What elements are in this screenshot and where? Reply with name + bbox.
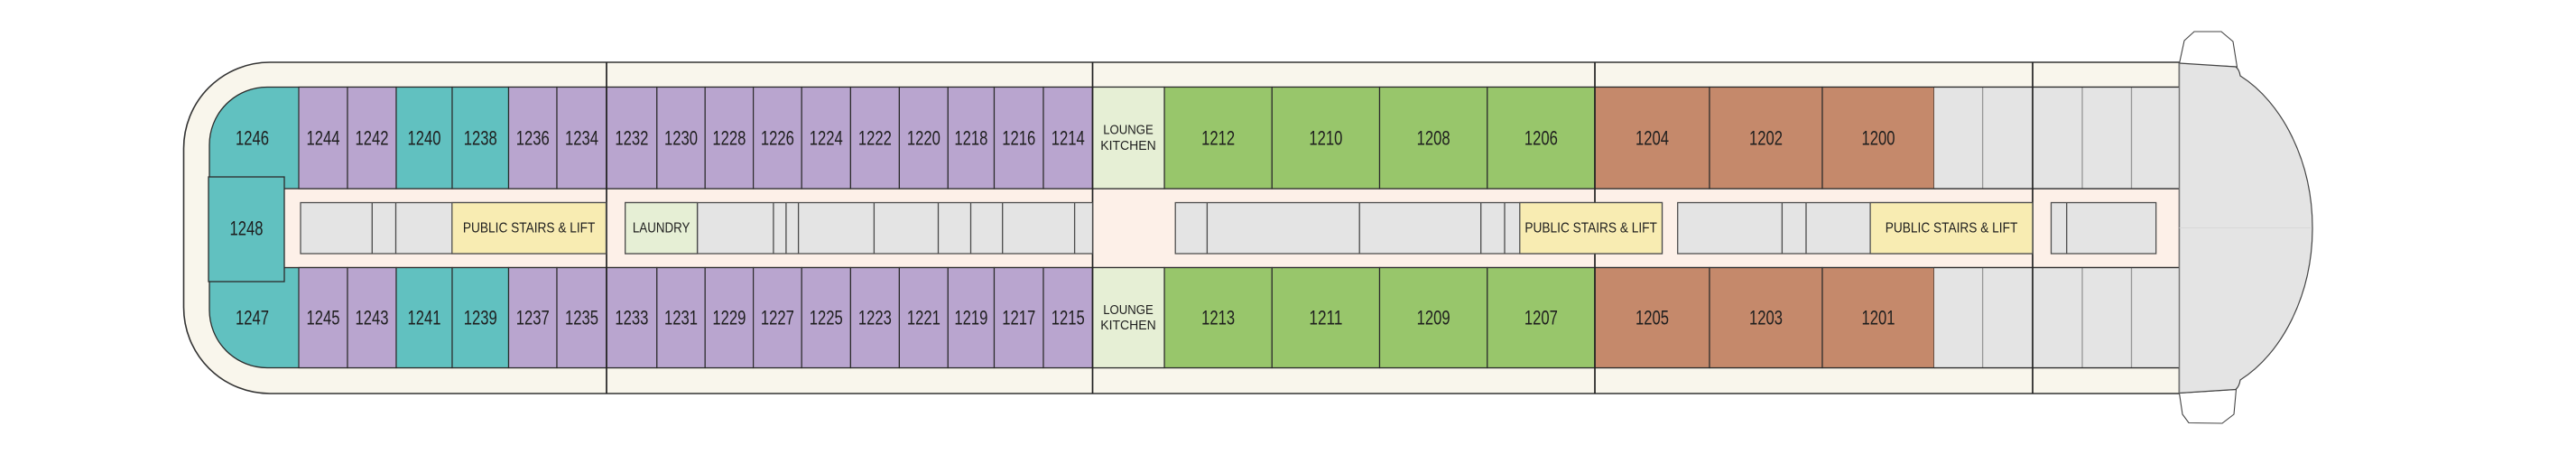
svg-text:KITCHEN: KITCHEN — [1100, 138, 1156, 153]
svg-text:1226: 1226 — [761, 126, 794, 149]
svg-text:1237: 1237 — [516, 307, 550, 329]
svg-text:1214: 1214 — [1052, 126, 1085, 149]
svg-text:1207: 1207 — [1524, 307, 1558, 329]
svg-text:1235: 1235 — [565, 307, 598, 329]
svg-text:1205: 1205 — [1635, 307, 1669, 329]
svg-text:1222: 1222 — [858, 126, 892, 149]
svg-text:1206: 1206 — [1524, 126, 1558, 149]
svg-text:1230: 1230 — [664, 126, 698, 149]
svg-text:KITCHEN: KITCHEN — [1100, 318, 1156, 333]
svg-text:1244: 1244 — [307, 126, 340, 149]
svg-text:PUBLIC STAIRS & LIFT: PUBLIC STAIRS & LIFT — [1524, 220, 1657, 236]
svg-text:1201: 1201 — [1862, 307, 1895, 329]
svg-text:1223: 1223 — [858, 307, 892, 329]
svg-text:1231: 1231 — [664, 307, 698, 329]
svg-text:1229: 1229 — [712, 307, 746, 329]
svg-text:1210: 1210 — [1309, 126, 1342, 149]
svg-text:1217: 1217 — [1002, 307, 1035, 329]
svg-text:1248: 1248 — [230, 217, 264, 239]
svg-text:1211: 1211 — [1309, 307, 1342, 329]
svg-text:1236: 1236 — [516, 126, 550, 149]
svg-text:1204: 1204 — [1635, 126, 1669, 149]
svg-text:1224: 1224 — [810, 126, 843, 149]
svg-text:1243: 1243 — [356, 307, 389, 329]
svg-text:1228: 1228 — [712, 126, 746, 149]
svg-text:1233: 1233 — [615, 307, 648, 329]
svg-text:PUBLIC STAIRS & LIFT: PUBLIC STAIRS & LIFT — [1886, 220, 2018, 236]
svg-text:1238: 1238 — [464, 126, 497, 149]
svg-text:1221: 1221 — [907, 307, 941, 329]
svg-text:1234: 1234 — [565, 126, 598, 149]
svg-text:1220: 1220 — [907, 126, 941, 149]
svg-text:LAUNDRY: LAUNDRY — [633, 220, 690, 236]
svg-text:1219: 1219 — [954, 307, 987, 329]
svg-text:1227: 1227 — [761, 307, 794, 329]
svg-text:LOUNGE: LOUNGE — [1103, 302, 1154, 318]
svg-text:1246: 1246 — [236, 126, 269, 149]
svg-text:1215: 1215 — [1052, 307, 1085, 329]
svg-text:1209: 1209 — [1417, 307, 1450, 329]
svg-text:1239: 1239 — [464, 307, 497, 329]
svg-text:1218: 1218 — [954, 126, 987, 149]
svg-text:1200: 1200 — [1862, 126, 1895, 149]
svg-text:1216: 1216 — [1002, 126, 1035, 149]
svg-text:1203: 1203 — [1749, 307, 1783, 329]
svg-text:1212: 1212 — [1201, 126, 1235, 149]
svg-text:PUBLIC STAIRS & LIFT: PUBLIC STAIRS & LIFT — [463, 220, 596, 236]
svg-text:1242: 1242 — [356, 126, 389, 149]
svg-text:1232: 1232 — [615, 126, 648, 149]
svg-text:1240: 1240 — [408, 126, 441, 149]
svg-text:1202: 1202 — [1749, 126, 1783, 149]
svg-text:1247: 1247 — [236, 307, 269, 329]
svg-text:1245: 1245 — [307, 307, 340, 329]
svg-text:1213: 1213 — [1201, 307, 1235, 329]
svg-text:1225: 1225 — [810, 307, 843, 329]
svg-text:1208: 1208 — [1417, 126, 1450, 149]
svg-text:1241: 1241 — [408, 307, 441, 329]
svg-text:LOUNGE: LOUNGE — [1103, 123, 1154, 138]
